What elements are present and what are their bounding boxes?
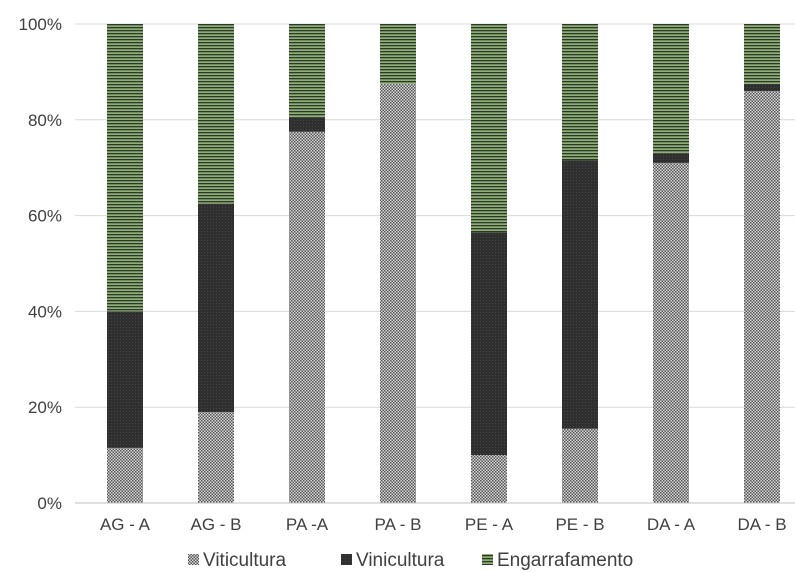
- bar-segment-engarrafamento: [289, 24, 325, 118]
- legend: Viticultura Vinicultura Engarrafamento: [188, 550, 633, 571]
- bar-segment-vinicultura: [471, 232, 507, 456]
- x-tick-label: PE - A: [465, 515, 514, 534]
- y-tick-label: 20%: [28, 398, 62, 417]
- legend-swatch-vinicultura: [341, 554, 352, 565]
- legend-swatch-engarrafamento: [482, 554, 493, 565]
- y-tick-label: 0%: [37, 494, 62, 513]
- bar-segment-viticultura: [562, 428, 598, 503]
- bar-segment-engarrafamento: [653, 24, 689, 154]
- bar-segment-vinicultura: [744, 83, 780, 92]
- bar-segment-engarrafamento: [107, 24, 143, 312]
- bar-segment-engarrafamento: [562, 24, 598, 161]
- bar-segment-vinicultura: [653, 153, 689, 163]
- bar-segment-engarrafamento: [744, 24, 780, 84]
- bar-segment-viticultura: [653, 162, 689, 503]
- bar-segment-viticultura: [380, 83, 416, 503]
- bar-segment-engarrafamento: [380, 24, 416, 84]
- y-tick-label: 40%: [28, 302, 62, 321]
- bars: [107, 24, 780, 503]
- x-tick-label: PA - B: [375, 515, 422, 534]
- x-tick-label: DA - B: [737, 515, 786, 534]
- bar-segment-engarrafamento: [198, 24, 234, 204]
- legend-label-viticultura: Viticultura: [203, 550, 287, 571]
- bar-segment-viticultura: [289, 131, 325, 503]
- bar-segment-engarrafamento: [471, 24, 507, 233]
- y-tick-label: 100%: [19, 15, 62, 34]
- bar-segment-viticultura: [471, 455, 507, 503]
- legend-label-engarrafamento: Engarrafamento: [497, 550, 633, 571]
- x-tick-label: AG - A: [100, 515, 151, 534]
- x-tick-label: PE - B: [555, 515, 604, 534]
- bar-segment-vinicultura: [107, 311, 143, 448]
- bar-segment-viticultura: [198, 411, 234, 503]
- legend-swatch-viticultura: [188, 554, 199, 565]
- x-tick-label: DA - A: [647, 515, 696, 534]
- bar-segment-viticultura: [744, 91, 780, 503]
- y-tick-label: 80%: [28, 111, 62, 130]
- bar-segment-vinicultura: [289, 117, 325, 132]
- legend-label-vinicultura: Vinicultura: [356, 550, 445, 571]
- bar-segment-viticultura: [107, 447, 143, 503]
- bar-segment-vinicultura: [562, 160, 598, 429]
- y-tick-label: 60%: [28, 207, 62, 226]
- axes: 0% 20% 40% 60% 80% 100% AG - A AG - B PA -A PA - …: [19, 15, 795, 534]
- x-tick-label: PA -A: [286, 515, 329, 534]
- x-tick-label: AG - B: [190, 515, 241, 534]
- bar-segment-vinicultura: [198, 203, 234, 412]
